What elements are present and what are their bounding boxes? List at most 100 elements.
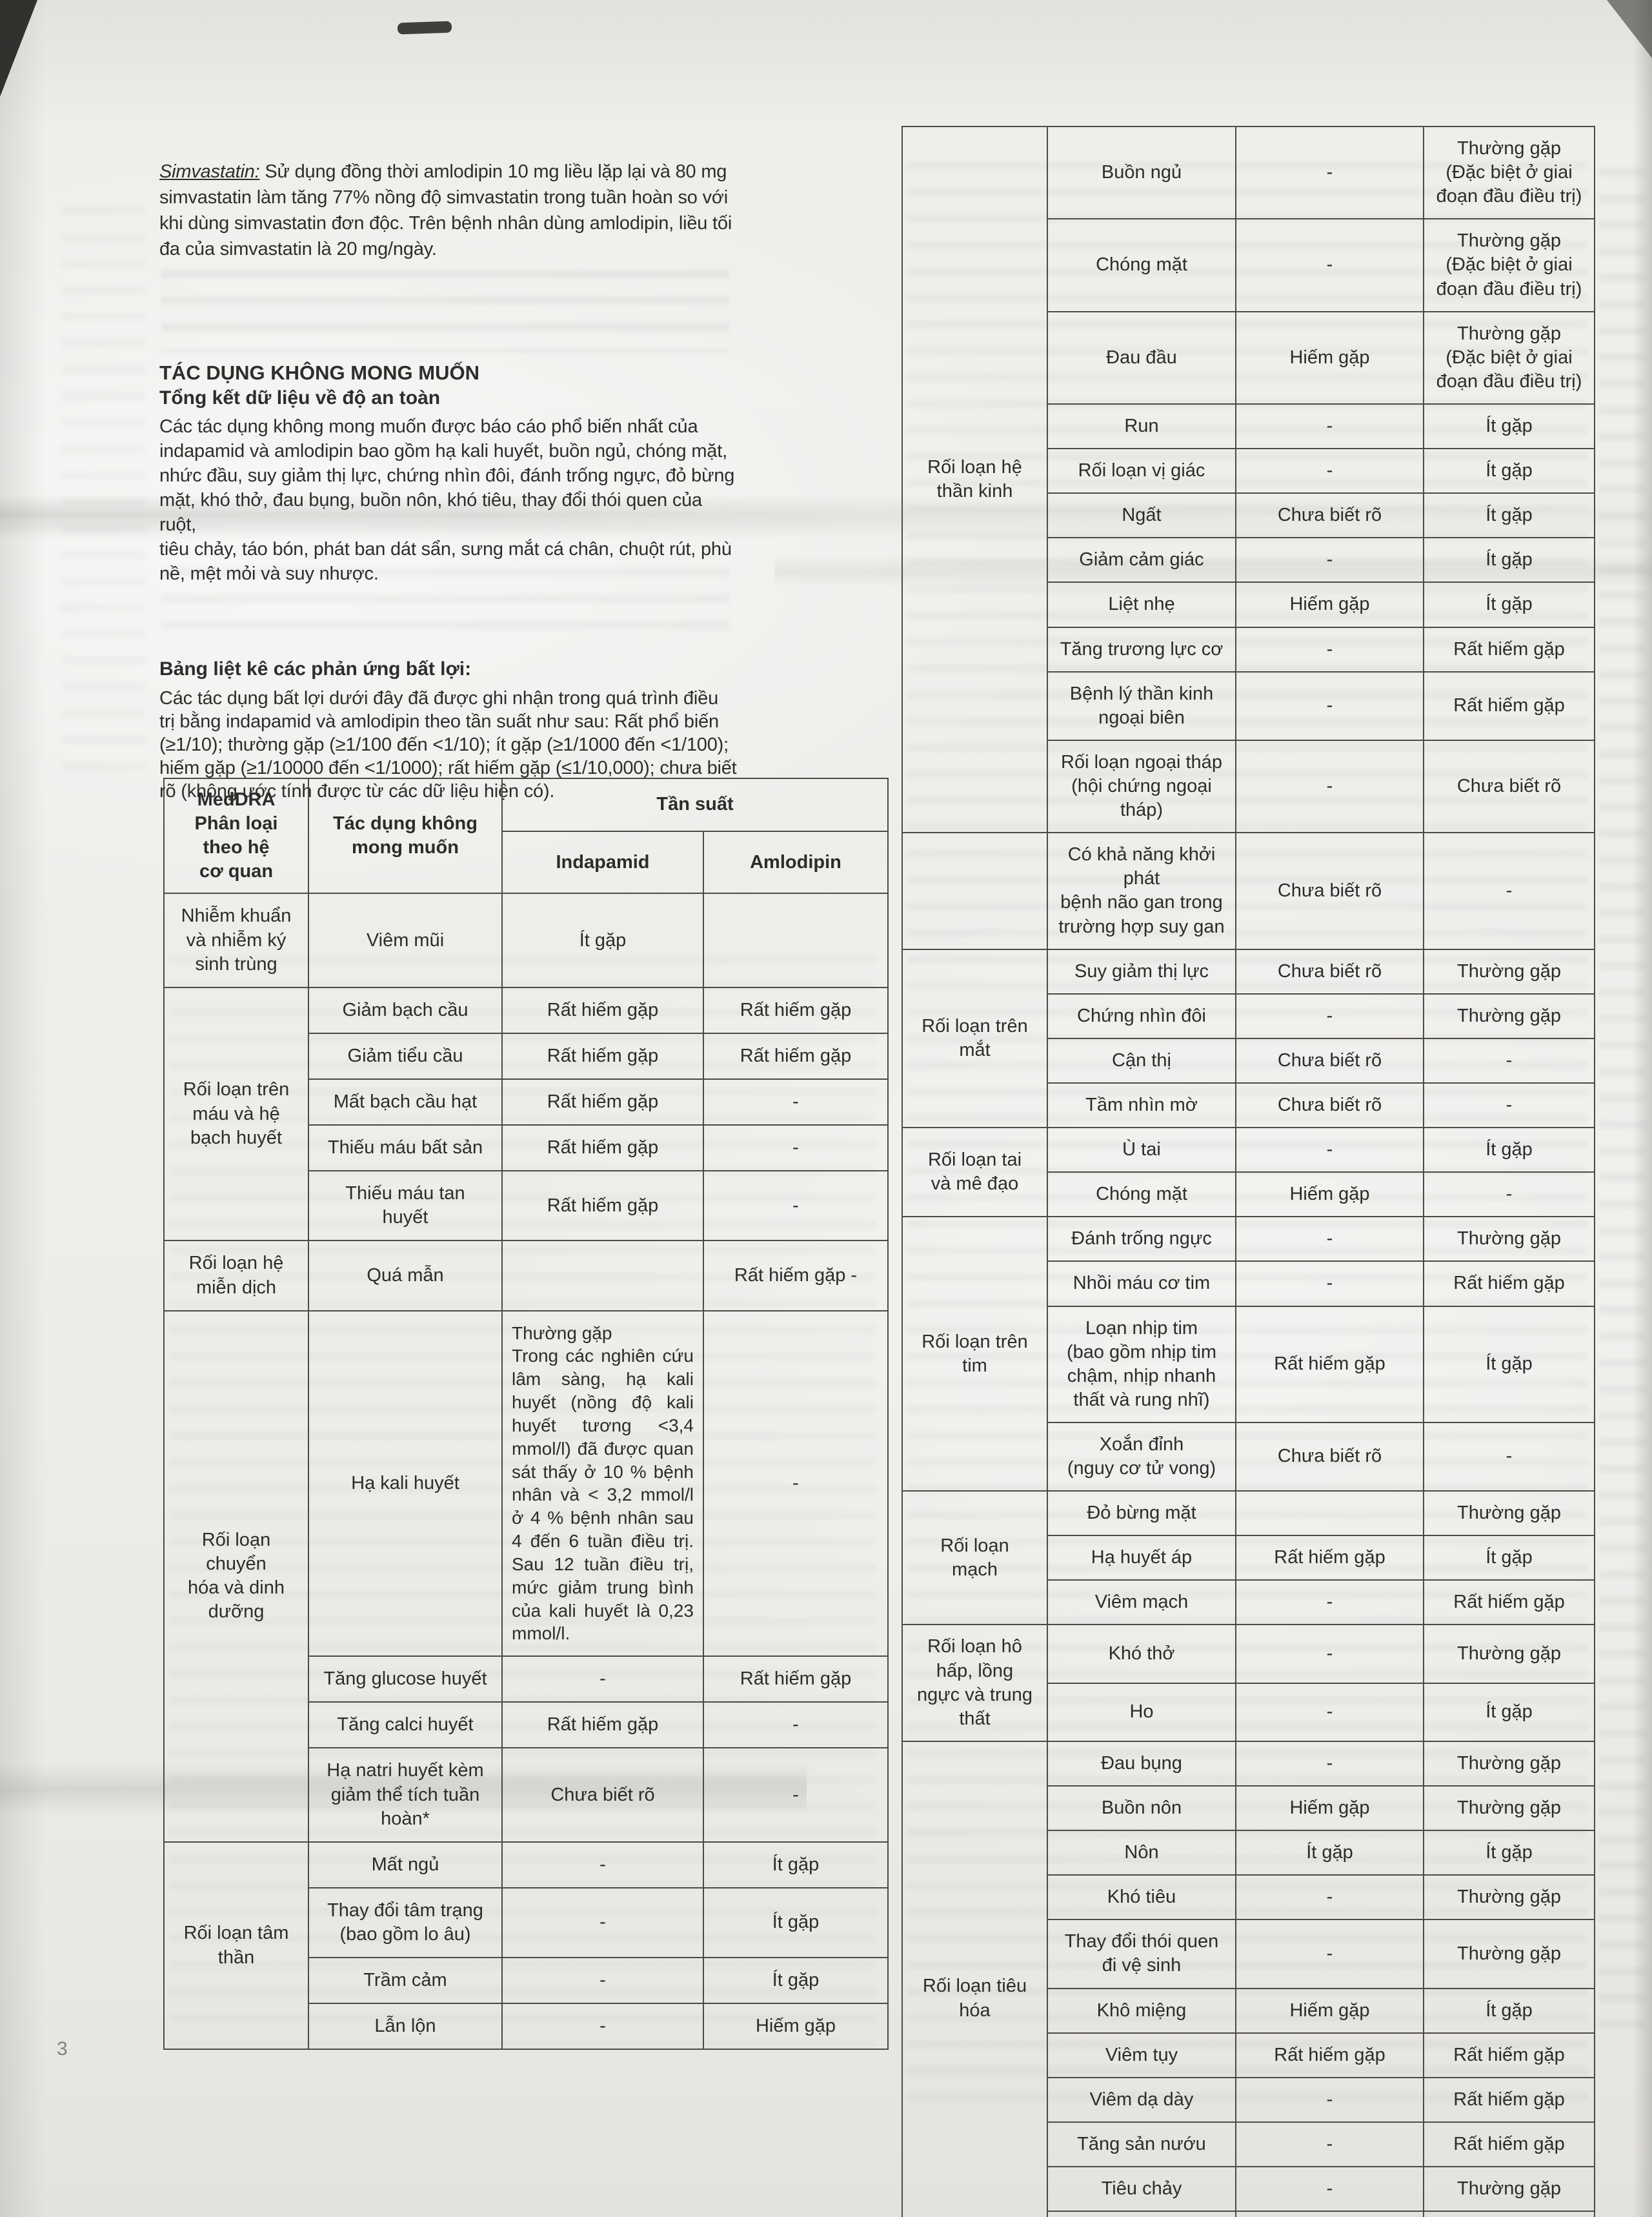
- amlodipin-frequency-cell: Ít gặp: [1423, 448, 1595, 494]
- indapamid-frequency-cell: -: [501, 2003, 704, 2050]
- indapamid-frequency-cell: Chưa biết rõ: [1235, 492, 1424, 539]
- amlodipin-frequency-cell: Rất hiếm gặp: [703, 1655, 889, 1703]
- effect-cell: Tăng calci huyết: [308, 1701, 503, 1749]
- adr-row: Khó tiêu - Thường gặp: [902, 1874, 1595, 1921]
- adr-row: Ho - Ít gặp: [902, 1682, 1595, 1742]
- indapamid-frequency-cell: Ít gặp: [501, 893, 704, 988]
- adr-row: Nhiễm khuẩn và nhiễm ký sinh trùng Viêm m…: [163, 893, 889, 988]
- effect-cell: Chóng mặt: [1047, 1171, 1236, 1218]
- indapamid-frequency-cell: -: [1235, 218, 1424, 312]
- effect-cell: Lẫn lộn: [308, 2003, 503, 2050]
- adr-row: Tăng glucose huyết - Rất hiếm gặp: [164, 1655, 889, 1703]
- effect-cell: Khô miệng: [1047, 1987, 1236, 2034]
- amlodipin-frequency-cell: -: [1423, 1082, 1595, 1129]
- effect-cell: Giảm bạch cầu: [308, 986, 503, 1034]
- adr-row: Tầm nhìn mờ Chưa biết rõ -: [902, 1082, 1595, 1129]
- effect-cell: Khó tiêu: [1047, 1874, 1236, 1921]
- amlodipin-frequency-cell: Thường gặp: [1423, 993, 1595, 1039]
- amlodipin-frequency-cell: -: [1423, 1421, 1595, 1492]
- indapamid-frequency-cell: Chưa biết rõ: [1235, 832, 1424, 950]
- indapamid-frequency-cell: [1235, 1490, 1424, 1537]
- amlodipin-frequency-cell: Rất hiếm gặp: [1423, 2076, 1595, 2123]
- adr-row: Giảm cảm giác - Ít gặp: [902, 537, 1595, 583]
- amlodipin-frequency-cell: [703, 893, 889, 988]
- listing-heading: Bảng liệt kê các phản ứng bất lợi:: [159, 658, 472, 680]
- amlodipin-frequency-cell: Thường gặp (Đặc biệt ở giai đoạn đầu điề…: [1423, 125, 1595, 220]
- amlodipin-frequency-cell: Ít gặp: [1423, 1682, 1595, 1742]
- soc-group-cell: Rối loạn trên mắt: [902, 948, 1048, 1129]
- adr-row: Rối loạn trên tim Đánh trống ngực - Thường …: [902, 1216, 1595, 1492]
- left-column: Simvastatin: Sử dụng đồng thời amlodipin…: [159, 159, 743, 803]
- adr-row: Hạ natri huyết kèm giảm thể tích tuần ho…: [164, 1747, 889, 1843]
- adr-row: Tăng calci huyết Rất hiếm gặp -: [164, 1701, 889, 1749]
- adr-row: Rối loạn hệ miễn dịch Quá mẫn Rất hiếm gặp…: [163, 1240, 889, 1311]
- effect-cell: Thiếu máu tan huyết: [308, 1170, 503, 1242]
- amlodipin-frequency-cell: -: [703, 1747, 889, 1843]
- amlodipin-frequency-cell: Ít gặp: [1423, 537, 1595, 583]
- adr-row: Rối loạn chuyển hóa và dinh dưỡng Hạ kali…: [163, 1310, 889, 1843]
- amlodipin-frequency-cell: Rất hiếm gặp: [703, 1032, 889, 1080]
- effect-cell: Hạ huyết áp: [1047, 1535, 1236, 1581]
- amlodipin-frequency-cell: Ít gặp: [1423, 582, 1595, 628]
- simvastatin-lead: Simvastatin:: [159, 161, 260, 182]
- adr-row: Rối loạn tai và mê đạo Ù tai - Ít gặp: [902, 1127, 1595, 1218]
- amlodipin-frequency-cell: Rất hiếm gặp: [1423, 2121, 1595, 2168]
- indapamid-frequency-cell: Rất hiếm gặp: [1235, 1305, 1424, 1423]
- effect-cell: Xoắn đỉnh (nguy cơ tử vong): [1047, 1421, 1236, 1492]
- effect-cell: Tiêu chảy: [1047, 2166, 1236, 2212]
- indapamid-frequency-cell: Rất hiếm gặp: [1235, 2032, 1424, 2078]
- effect-cell: Thay đổi tâm trạng (bao gồm lo âu): [308, 1887, 503, 1959]
- effect-cell: Đau bụng: [1047, 1740, 1236, 1787]
- indapamid-frequency-cell: -: [1235, 626, 1424, 673]
- indapamid-frequency-cell: -: [1235, 1216, 1424, 1262]
- effect-cell: Nhồi máu cơ tim: [1047, 1260, 1236, 1307]
- effect-cell: Đỏ bừng mặt: [1047, 1490, 1236, 1537]
- effect-cell: Ngất: [1047, 492, 1236, 539]
- adr-row: Rối loạn tâm thần Mất ngủ - Ít gặp: [163, 1841, 889, 2050]
- effect-cell: Thay đổi thói quen đi vệ sinh: [1047, 1919, 1236, 1989]
- effect-cell: Viêm mũi: [308, 893, 503, 988]
- amlodipin-frequency-cell: Thường gặp (Đặc biệt ở giai đoạn đầu điề…: [1423, 218, 1595, 312]
- effect-cell: Suy giảm thị lực: [1047, 948, 1236, 995]
- adr-row: Rối loạn hô hấp, lồng ngực và trung thất…: [902, 1624, 1595, 1742]
- effect-cell: Giảm cảm giác: [1047, 537, 1236, 583]
- adr-row: Thay đổi thói quen đi vệ sinh - Thường gặp: [902, 1919, 1595, 1989]
- adr-row: Chóng mặt Hiếm gặp -: [902, 1171, 1595, 1218]
- page-edge-shadow: [0, 0, 45, 2217]
- amlodipin-frequency-cell: -: [1423, 832, 1595, 950]
- indapamid-frequency-cell: -: [501, 1957, 704, 2005]
- soc-group-cell: Rối loạn trên máu và hệ bạch huyết: [163, 986, 309, 1242]
- amlodipin-frequency-cell: -: [703, 1701, 889, 1749]
- indapamid-frequency-cell: -: [501, 1841, 704, 1888]
- adr-row: Liệt nhẹ Hiếm gặp Ít gặp: [902, 582, 1595, 628]
- amlodipin-frequency-cell: Ít gặp: [1423, 1127, 1595, 1173]
- amlodipin-frequency-cell: Ít gặp: [703, 1887, 889, 1959]
- effect-cell: Loạn nhịp tim (bao gồm nhịp tim chậm, nh…: [1047, 1305, 1236, 1423]
- indapamid-frequency-cell: Thường gặp Trong các nghiên cứu lâm sàng…: [501, 1310, 704, 1657]
- effect-cell: Bệnh lý thần kinh ngoại biên: [1047, 671, 1236, 741]
- adr-row: Khô miệng Hiếm gặp Ít gặp: [902, 1987, 1595, 2034]
- indapamid-frequency-cell: -: [1235, 403, 1424, 450]
- amlodipin-frequency-cell: Thường gặp (Đặc biệt ở giai đoạn đầu điề…: [1423, 310, 1595, 405]
- indapamid-frequency-cell: Rất hiếm gặp: [501, 1078, 704, 1126]
- effect-cell: Run: [1047, 403, 1236, 450]
- effect-cell: Mất bạch cầu hạt: [308, 1078, 503, 1126]
- adr-row: Rối loạn vị giác - Ít gặp: [902, 448, 1595, 494]
- amlodipin-frequency-cell: Thường gặp: [1423, 948, 1595, 995]
- effect-cell: Tăng sản nướu: [1047, 2121, 1236, 2168]
- indapamid-frequency-cell: -: [1235, 1740, 1424, 1787]
- amlodipin-frequency-cell: Ít gặp: [703, 1957, 889, 2005]
- page-number: 3: [57, 2038, 68, 2060]
- adr-row: Viêm dạ dày - Rất hiếm gặp: [902, 2076, 1595, 2123]
- soc-group-cell: Rối loạn mạch: [902, 1490, 1048, 1626]
- effect-cell: Tăng trương lực cơ: [1047, 626, 1236, 673]
- adr-row: Chứng nhìn đôi - Thường gặp: [902, 993, 1595, 1039]
- effect-cell: Có khả năng khởi phát bệnh não gan trong…: [1047, 832, 1236, 950]
- adr-row: Xoắn đỉnh (nguy cơ tử vong) Chưa biết rõ -: [902, 1421, 1595, 1492]
- soc-group-cell: Nhiễm khuẩn và nhiễm ký sinh trùng: [163, 893, 309, 988]
- indapamid-frequency-cell: -: [1235, 2076, 1424, 2123]
- amlodipin-frequency-cell: -: [1423, 1171, 1595, 1218]
- effect-cell: Viêm dạ dày: [1047, 2076, 1236, 2123]
